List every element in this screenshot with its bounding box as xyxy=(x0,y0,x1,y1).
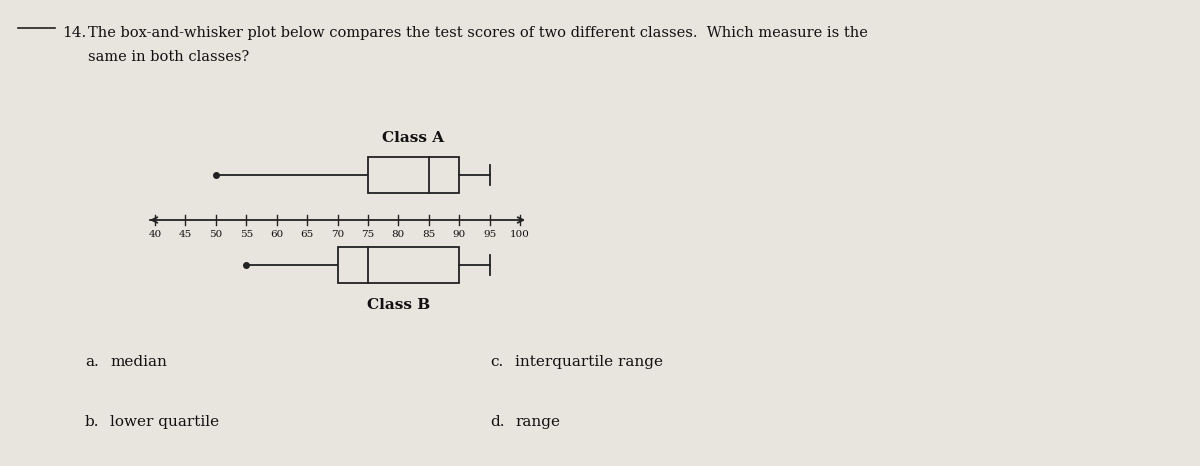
Text: b.: b. xyxy=(85,415,100,429)
Text: median: median xyxy=(110,355,167,369)
Text: 70: 70 xyxy=(331,230,344,239)
Text: d.: d. xyxy=(490,415,504,429)
Text: Class A: Class A xyxy=(383,131,445,145)
Text: a.: a. xyxy=(85,355,98,369)
Text: 100: 100 xyxy=(510,230,530,239)
Text: 40: 40 xyxy=(149,230,162,239)
Text: 65: 65 xyxy=(300,230,313,239)
Text: Class B: Class B xyxy=(367,298,430,312)
Text: interquartile range: interquartile range xyxy=(515,355,662,369)
Text: 75: 75 xyxy=(361,230,374,239)
Bar xyxy=(337,247,460,283)
Text: 85: 85 xyxy=(422,230,436,239)
Text: same in both classes?: same in both classes? xyxy=(88,50,250,64)
Text: 80: 80 xyxy=(391,230,404,239)
Text: range: range xyxy=(515,415,560,429)
Text: 90: 90 xyxy=(452,230,466,239)
Text: c.: c. xyxy=(490,355,503,369)
Text: 55: 55 xyxy=(240,230,253,239)
Bar xyxy=(368,157,460,193)
Text: 60: 60 xyxy=(270,230,283,239)
Text: lower quartile: lower quartile xyxy=(110,415,220,429)
Text: 45: 45 xyxy=(179,230,192,239)
Text: 14.: 14. xyxy=(62,26,86,40)
Text: The box-and-whisker plot below compares the test scores of two different classes: The box-and-whisker plot below compares … xyxy=(88,26,868,40)
Text: 95: 95 xyxy=(482,230,497,239)
Text: 50: 50 xyxy=(209,230,222,239)
